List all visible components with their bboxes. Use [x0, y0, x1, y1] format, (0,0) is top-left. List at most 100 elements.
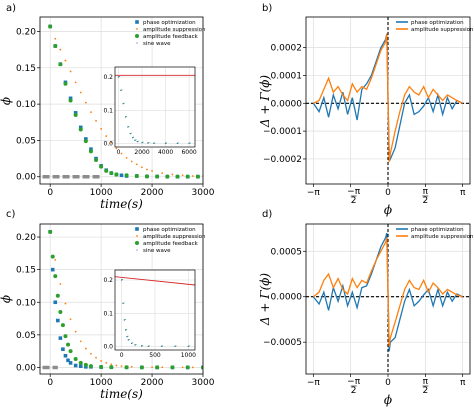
data-point [195, 174, 200, 179]
panel-label: d) [262, 209, 272, 220]
panel-3: c)0 1000 2000 30000.000.050.100.150.20time(… [0, 209, 215, 401]
data-point [54, 258, 57, 261]
x-tick-label: −π2 [347, 187, 361, 206]
data-point [144, 174, 149, 179]
inset-point [120, 279, 123, 281]
inset-point [127, 339, 130, 341]
data-point [69, 318, 72, 321]
data-point [171, 173, 174, 176]
data-point [94, 158, 99, 163]
x-tick-label: 1000 [90, 188, 113, 198]
y-tick-label: 0.00 [16, 173, 36, 183]
data-point [59, 283, 62, 285]
x-tick-label: 0 [47, 188, 53, 198]
inset-y-tick-label: 0.2 [103, 277, 113, 284]
inset-point [128, 126, 130, 127]
inset-point [164, 142, 167, 145]
data-point [55, 293, 60, 298]
legend-marker [135, 34, 139, 38]
plot-area [42, 24, 203, 179]
data-point [191, 175, 194, 177]
inset-x-tick-label: 1000 [181, 352, 196, 359]
data-point [151, 366, 153, 369]
data-point [110, 363, 113, 366]
series-amplitude-feedback [48, 229, 203, 370]
data-point [95, 356, 97, 359]
inset-point [141, 141, 143, 144]
legend-marker [136, 28, 138, 30]
y-axis-label: Δ + Γ(ϕ) [258, 273, 272, 327]
data-point [104, 168, 109, 173]
plot-frame [39, 16, 204, 185]
inset-point [119, 76, 121, 77]
inset-point [122, 279, 124, 280]
inset-decay [120, 279, 190, 348]
inset-x-tick-label: 0 [120, 352, 124, 359]
data-point [105, 135, 108, 137]
x-tick-label: 2 [351, 196, 357, 206]
inset-point [142, 345, 144, 346]
plot-frame [305, 223, 471, 375]
x-tick-label: −π [347, 187, 361, 197]
panel-1: a)0 1000 2000 30000.000.050.100.150.20time(… [0, 3, 215, 211]
inset-point [131, 136, 134, 139]
data-point [78, 125, 83, 130]
data-point [73, 111, 78, 115]
inset-frame [114, 269, 196, 351]
x-tick-label: π [460, 378, 466, 388]
inset-point [130, 342, 133, 345]
data-point [50, 267, 55, 272]
y-tick-label: 0.15 [16, 64, 36, 74]
panel-label: c) [6, 209, 15, 220]
data-point [56, 318, 60, 323]
data-point [170, 365, 175, 370]
data-point [63, 81, 68, 86]
data-point [63, 353, 68, 358]
x-tick-label: π2 [422, 187, 429, 206]
inset-point [126, 335, 128, 338]
inset-point [147, 345, 150, 348]
inset-point [133, 136, 135, 138]
data-point [140, 166, 143, 169]
inset-point [174, 345, 176, 348]
data-point [120, 365, 123, 368]
inset-point [123, 302, 125, 304]
inset-point [123, 319, 126, 321]
x-tick-label: π [423, 187, 429, 197]
inset-point [160, 345, 163, 348]
inset-point [134, 344, 136, 346]
panel-label: b) [262, 3, 272, 14]
x-axis-label: ϕ [384, 203, 392, 217]
data-point [66, 358, 70, 363]
data-point [120, 152, 123, 155]
data-point [161, 366, 164, 369]
data-point [69, 70, 72, 73]
inset-decay [117, 76, 191, 145]
data-point [89, 147, 93, 151]
data-point [115, 147, 118, 150]
data-point [100, 127, 103, 130]
legend-marker [136, 249, 138, 251]
data-point [146, 168, 148, 171]
inset-point [162, 345, 164, 347]
data-point [161, 172, 164, 175]
inset-point [128, 339, 130, 340]
inset-y-tick-label: 0.2 [103, 74, 113, 81]
x-tick-label: π [423, 377, 429, 387]
data-point [68, 98, 73, 103]
x-tick-label: 0 [47, 378, 53, 388]
data-point [90, 111, 92, 114]
inset-point [130, 132, 132, 134]
y-tick-label: 0.0000 [271, 293, 303, 303]
inset-point [188, 142, 190, 145]
data-point [68, 349, 73, 354]
inset-point [124, 329, 127, 331]
inset-point [120, 89, 122, 92]
inset-frame [114, 66, 196, 148]
inset-point [126, 329, 128, 330]
x-tick-label: 0 [385, 378, 391, 388]
legend-marker [136, 235, 138, 237]
legend-label: amplitude suppression [411, 234, 474, 240]
y-tick-label: 0.0005 [271, 247, 303, 257]
data-point [181, 366, 184, 369]
